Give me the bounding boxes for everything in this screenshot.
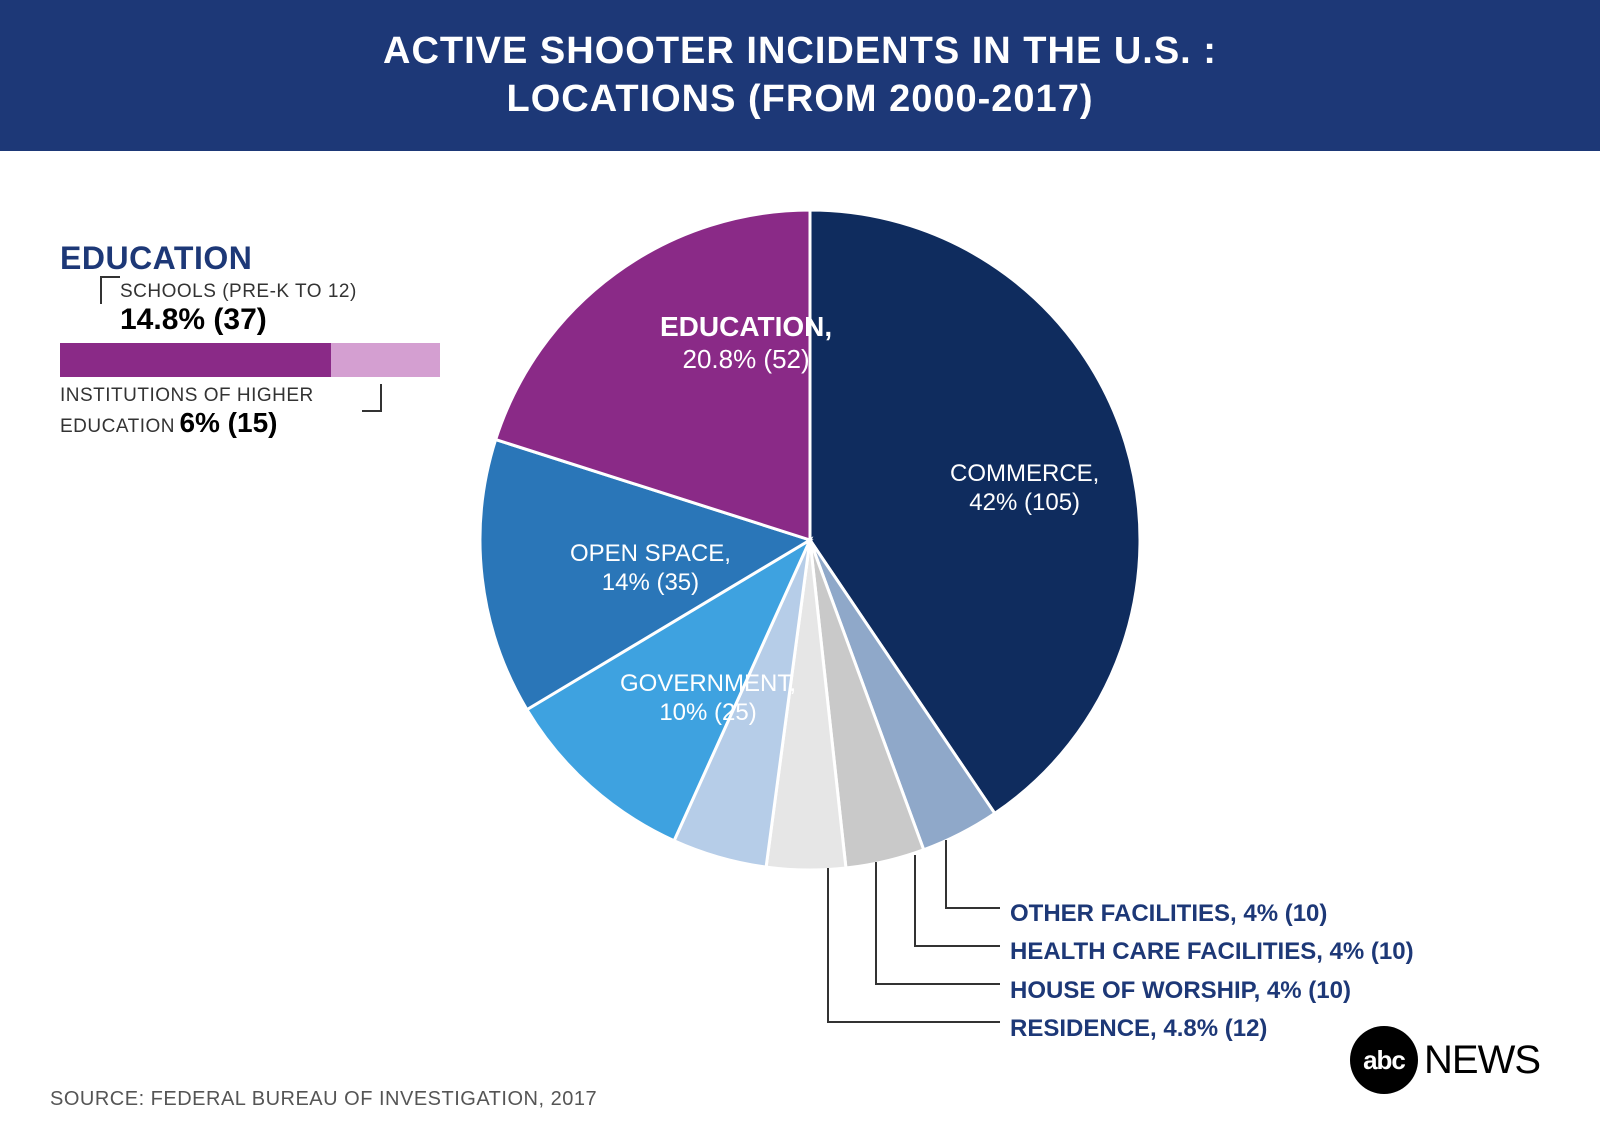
education-title: EDUCATION [60,240,440,277]
schools-value: 14.8% (37) [120,303,440,337]
callout-other: OTHER FACILITIES, 4% (10) [1010,895,1414,933]
pie-label-government: GOVERNMENT,10% (25) [620,670,796,728]
education-breakdown: EDUCATION SCHOOLS (PRE-K TO 12) 14.8% (3… [60,240,440,439]
pie-label-education: EDUCATION,20.8% (52) [660,310,832,375]
edu-tick-bottom [380,384,382,412]
education-bar-schools [60,343,331,377]
edu-tick-bottom-h [362,410,382,412]
education-bar [60,343,440,377]
header-line-1: ACTIVE SHOOTER INCIDENTS IN THE U.S. : [20,28,1580,76]
edu-tick-top-h [100,276,120,278]
callout-worship: HOUSE OF WORSHIP, 4% (10) [1010,972,1414,1010]
higher-ed-label-2: EDUCATION [60,416,175,437]
education-bar-higher [331,343,440,377]
higher-ed-label-1: INSTITUTIONS OF HIGHER [60,385,314,406]
infographic-container: ACTIVE SHOOTER INCIDENTS IN THE U.S. : L… [0,0,1600,1129]
schools-label: SCHOOLS (PRE-K TO 12) [120,281,440,303]
header-bar: ACTIVE SHOOTER INCIDENTS IN THE U.S. : L… [0,0,1600,151]
pie-label-commerce: COMMERCE,42% (105) [950,460,1099,518]
callout-health: HEALTH CARE FACILITIES, 4% (10) [1010,933,1414,971]
leader-line-3 [828,868,1000,1022]
logo-circle: abc [1350,1026,1418,1094]
abc-news-logo: abc NEWS [1350,1026,1540,1094]
pie-label-open-space: OPEN SPACE,14% (35) [570,540,731,598]
header-line-2: LOCATIONS (FROM 2000-2017) [20,76,1580,124]
leader-line-2 [876,862,1000,984]
edu-tick-top [100,276,102,304]
source-text: SOURCE: FEDERAL BUREAU OF INVESTIGATION,… [50,1088,597,1111]
pie-chart: COMMERCE,42% (105) GOVERNMENT,10% (25) OPE… [480,210,1140,870]
logo-news: NEWS [1424,1038,1540,1083]
higher-ed-value: 6% (15) [179,407,277,438]
